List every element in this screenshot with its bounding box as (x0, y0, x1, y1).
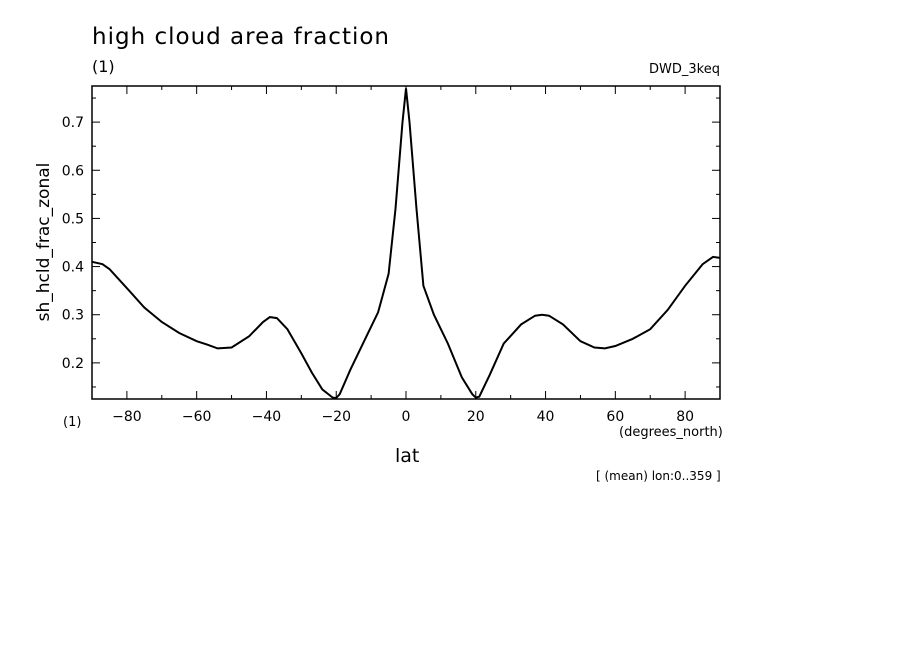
x-axis-units: (degrees_north) (619, 425, 723, 440)
x-axis-label: lat (395, 445, 420, 467)
x-tick-label: 40 (537, 409, 555, 425)
y-tick-label: 0.2 (62, 356, 84, 372)
x-tick-label: −80 (112, 409, 142, 425)
y-tick-label: 0.5 (62, 211, 84, 227)
x-tick-label: −60 (182, 409, 212, 425)
y-tick-label: 0.7 (62, 115, 84, 131)
x-tick-label: 0 (402, 409, 411, 425)
series-line (91, 88, 721, 400)
chart-title: high cloud area fraction (92, 24, 391, 50)
dataset-label: DWD_3keq (649, 62, 720, 77)
x-tick-label: 80 (676, 409, 694, 425)
units-label-top: (1) (92, 57, 115, 76)
units-label-bottom: (1) (63, 415, 82, 430)
x-tick-label: −20 (321, 409, 351, 425)
y-axis-ticks: 0.2 0.3 0.4 0.5 0.6 0.7 (62, 97, 720, 388)
x-tick-label: −40 (252, 409, 282, 425)
average-note: [ (mean) lon:0..359 ] (596, 469, 721, 483)
x-axis-ticks: −80 −60 −40 −20 0 20 40 60 80 (91, 86, 721, 425)
plot-frame (91, 85, 721, 400)
y-tick-label: 0.4 (62, 260, 84, 276)
y-tick-label: 0.3 (62, 308, 84, 324)
y-tick-label: 0.6 (62, 163, 84, 179)
y-axis-label: sh_hcld_frac_zonal (34, 163, 54, 322)
x-tick-label: 60 (606, 409, 624, 425)
x-tick-label: 20 (467, 409, 485, 425)
